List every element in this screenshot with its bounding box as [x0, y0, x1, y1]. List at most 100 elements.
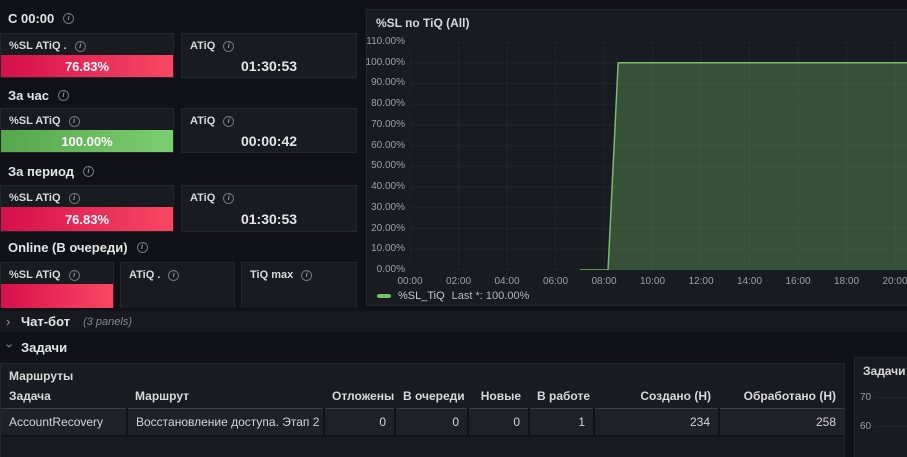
legend-series-calc: Last *: 100.00% [451, 290, 530, 302]
info-icon[interactable]: i [63, 12, 75, 24]
stat-value: 76.83% [64, 58, 110, 74]
timeseries-svg [410, 42, 907, 270]
legend-series-marker [377, 294, 391, 298]
stat-panel-atiq-hour[interactable]: ATiQ i 00:00:42 [181, 108, 357, 153]
stat-panel-atiq-day[interactable]: ATiQ i 01:30:53 [181, 33, 357, 78]
chevron-right-icon[interactable]: › [6, 314, 11, 329]
info-icon[interactable]: i [83, 165, 95, 177]
info-icon[interactable]: i [301, 269, 313, 281]
chevron-down-icon[interactable]: › [2, 343, 18, 348]
column-header[interactable]: Отложены [324, 385, 395, 409]
column-header[interactable]: Задача [1, 385, 127, 409]
bar-gauge-red [1, 284, 113, 308]
row-title[interactable]: Задачи [21, 340, 68, 355]
column-header[interactable]: Обработано (Н) [719, 385, 844, 409]
panel-header[interactable]: ATiQ . i [121, 263, 234, 284]
bar-gauge-red: 76.83% [1, 55, 173, 77]
dashboard-row-chatbot[interactable]: › Чат-бот (3 panels) [0, 311, 907, 332]
panel-title: ATiQ [190, 40, 216, 52]
section-label-per-period: За период i [8, 163, 95, 179]
chart-legend: %SL_TiQ Last *: 100.00% [377, 290, 529, 302]
panel-header[interactable]: %SL ATiQ i [1, 109, 173, 130]
info-icon[interactable]: i [68, 192, 80, 204]
panel-header[interactable]: %SL ATiQ i [1, 186, 173, 207]
panel-title: %SL ATiQ [9, 192, 61, 204]
section-label-per-hour: За час i [8, 87, 69, 103]
column-header[interactable]: В работе [529, 385, 594, 409]
stat-panel-sl-atiq-day[interactable]: %SL ATiQ . i 76.83% [0, 33, 174, 78]
stat-panel-sl-atiq-period[interactable]: %SL ATiQ i 76.83% [0, 185, 174, 232]
mini-panel-tasks-chart[interactable]: Задачи (A 70 60 [854, 357, 907, 457]
section-label-text: За период [8, 163, 75, 179]
info-icon[interactable]: i [68, 115, 80, 127]
y-tick-label: 100.00% [365, 56, 405, 68]
panel-title: ATiQ [190, 115, 216, 127]
cell-processed: 258 [719, 408, 844, 437]
info-icon[interactable]: i [223, 192, 235, 204]
bar-gauge-red: 76.83% [1, 207, 173, 231]
stat-panel-sl-atiq-online[interactable]: %SL ATiQ i [0, 262, 114, 308]
legend-series-name[interactable]: %SL_TiQ [398, 290, 445, 302]
cell-deferred: 0 [324, 408, 396, 437]
y-tick-label: 20.00% [371, 222, 405, 234]
panel-title: ATiQ . [129, 269, 161, 281]
timeseries-panel-sl-tiq[interactable]: %SL по TiQ (All) 0.00% 10.00% 20.00% 30.00%… [366, 9, 907, 306]
table-panel-routes[interactable]: Маршруты Задача Маршрут Отложены В очере… [0, 363, 845, 457]
stat-value: 76.83% [64, 211, 110, 227]
column-header[interactable]: В очереди [395, 385, 468, 409]
timeseries-plot [410, 42, 907, 270]
cell-created: 234 [594, 408, 720, 437]
panel-title[interactable]: Маршруты [9, 369, 74, 383]
panel-title[interactable]: Задачи (A [863, 364, 907, 378]
row-panel-count: (3 panels) [83, 315, 132, 328]
info-icon[interactable]: i [58, 89, 69, 101]
y-tick-label: 70.00% [371, 118, 405, 130]
stat-panel-atiq-period[interactable]: ATiQ i 01:30:53 [181, 185, 357, 232]
column-header[interactable]: Новые [468, 385, 529, 409]
panel-header[interactable]: %SL ATiQ . i [1, 34, 173, 55]
section-label-online: Online (В очереди) i [8, 239, 148, 255]
info-icon[interactable]: i [68, 269, 80, 281]
cell-queued: 0 [395, 408, 469, 437]
panel-header[interactable]: ATiQ i [182, 186, 356, 207]
info-icon[interactable]: i [223, 40, 235, 52]
info-icon[interactable]: i [168, 269, 180, 281]
stat-panel-sl-atiq-hour[interactable]: %SL ATiQ i 100.00% [0, 108, 174, 153]
info-icon[interactable]: i [136, 241, 148, 253]
y-tick-label: 50.00% [371, 160, 405, 172]
section-label-text: Online (В очереди) [8, 239, 128, 255]
bar-gauge-green: 100.00% [1, 130, 173, 152]
panel-title[interactable]: %SL по TiQ (All) [376, 16, 470, 30]
stat-panel-atiq-online[interactable]: ATiQ . i [120, 262, 235, 308]
gridline [875, 397, 907, 398]
row-title[interactable]: Чат-бот [21, 314, 71, 329]
panel-title: %SL ATiQ . [9, 40, 67, 52]
y-tick-label: 30.00% [371, 201, 405, 213]
y-tick-label: 110.00% [366, 36, 405, 47]
x-tick-label: 12:00 [688, 276, 714, 287]
panel-header[interactable]: TiQ max i [242, 263, 356, 284]
info-icon[interactable]: i [74, 40, 86, 52]
table-row[interactable]: AccountRecovery Восстановление доступа. … [1, 408, 844, 437]
panel-header[interactable]: ATiQ i [182, 109, 356, 130]
dashboard-row-tasks[interactable]: › Задачи [0, 337, 907, 358]
stat-value: 01:30:53 [240, 211, 298, 227]
column-header[interactable]: Маршрут [127, 385, 324, 409]
info-icon[interactable]: i [223, 115, 235, 127]
section-label-text: За час [8, 87, 49, 103]
x-tick-label: 10:00 [639, 276, 666, 287]
panel-header[interactable]: ATiQ i [182, 34, 356, 55]
stat-panel-tiq-max-online[interactable]: TiQ max i [241, 262, 357, 308]
x-tick-label: 18:00 [833, 276, 860, 287]
panel-header[interactable]: %SL ATiQ i [1, 263, 113, 284]
x-tick-label: 06:00 [542, 276, 569, 287]
cell-route: Восстановление доступа. Этап 2 [127, 408, 325, 437]
stat-value: 00:00:42 [240, 133, 298, 149]
stat-value: 01:30:53 [240, 58, 298, 74]
column-header[interactable]: Создано (Н) [594, 385, 719, 409]
cell-in-progress: 1 [529, 408, 595, 437]
y-tick-label: 40.00% [371, 181, 405, 193]
x-tick-label: 16:00 [785, 276, 811, 287]
y-tick-label: 70 [860, 392, 872, 403]
